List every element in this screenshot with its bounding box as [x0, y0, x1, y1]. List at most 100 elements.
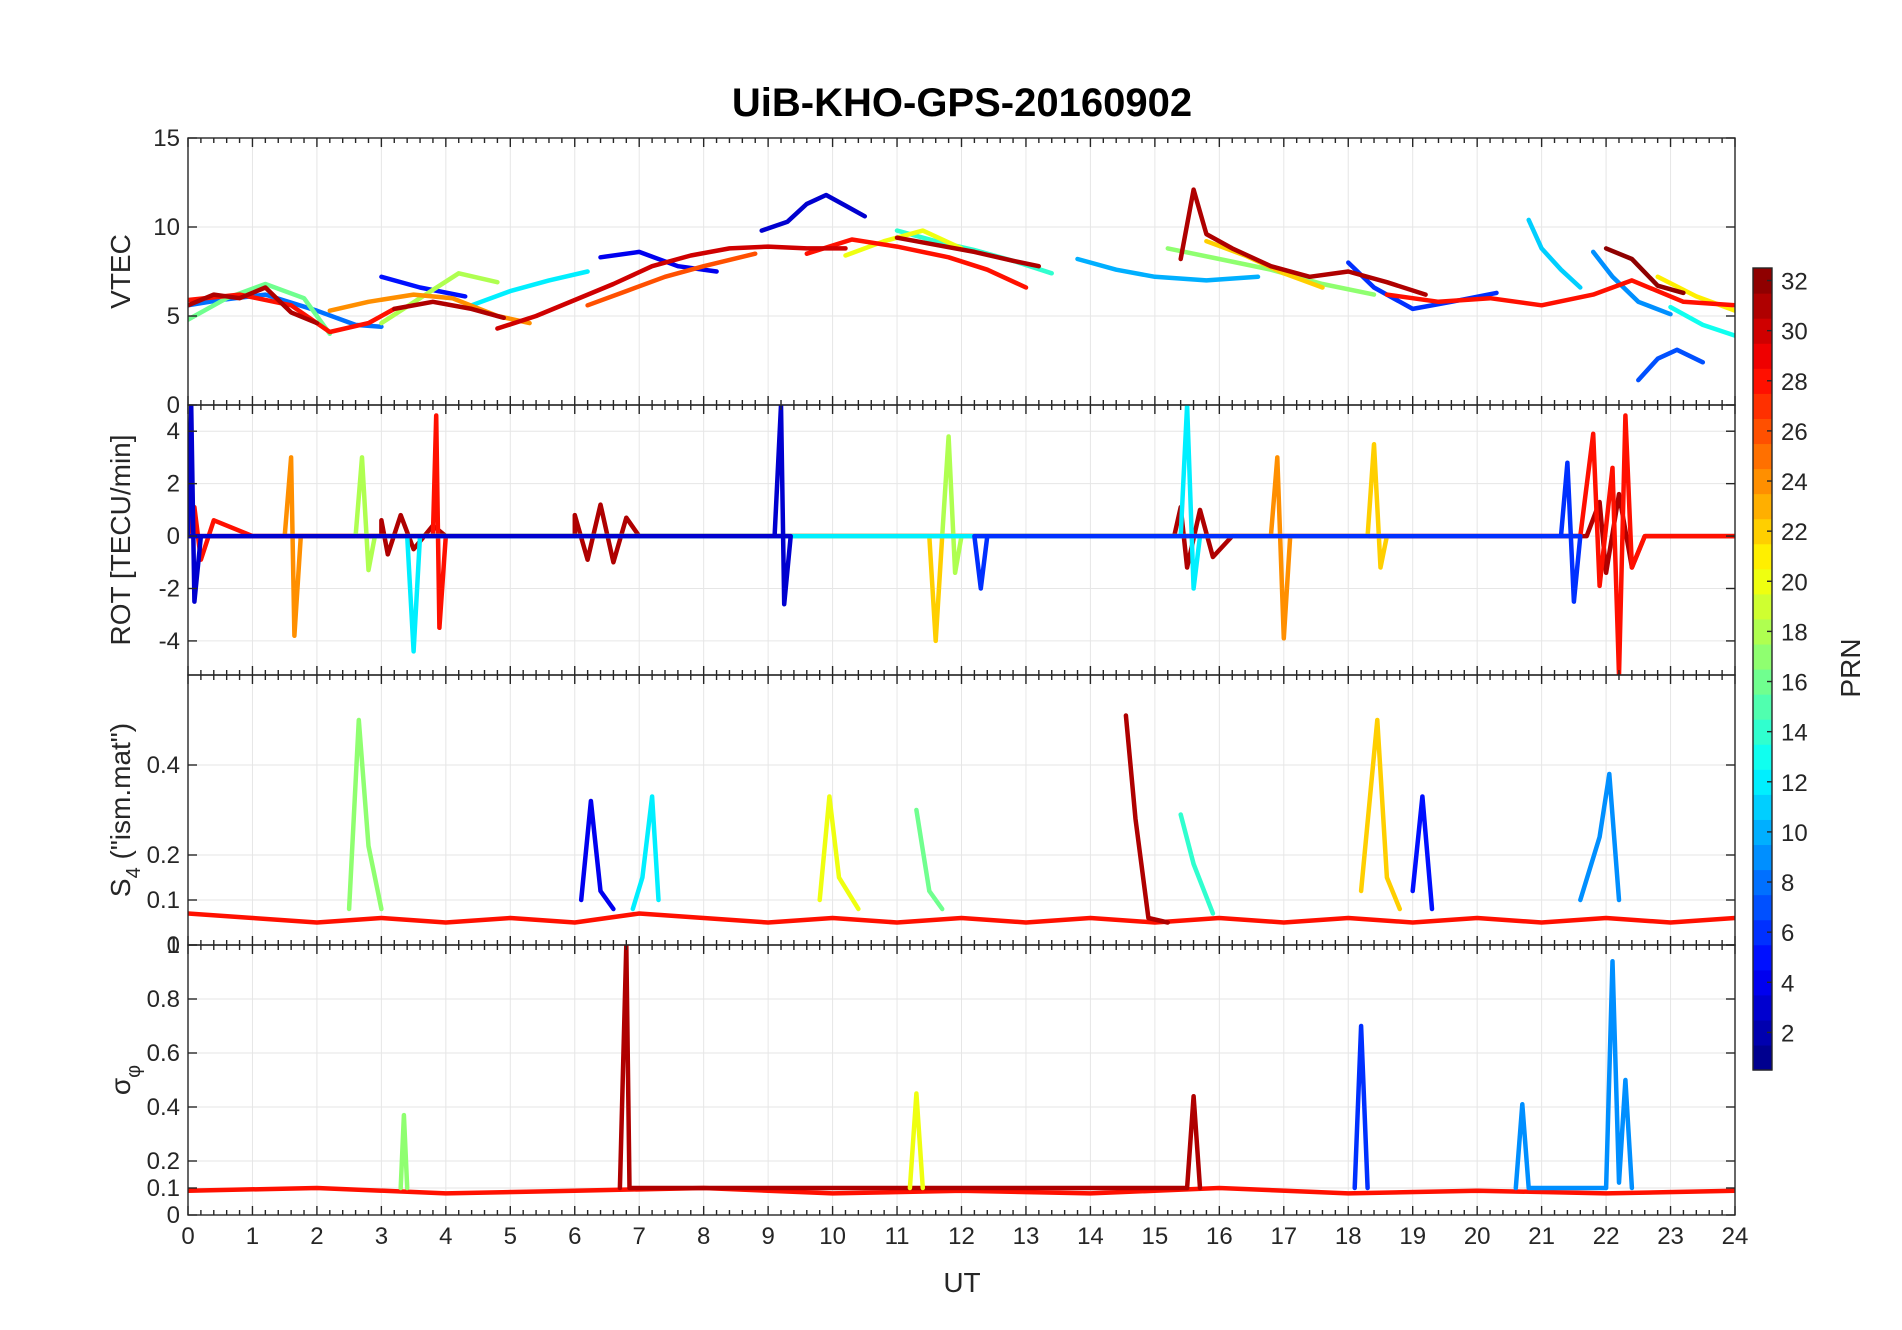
colorbar-segment-5 — [1753, 944, 1772, 971]
colorbar-tick-30: 30 — [1781, 319, 1808, 346]
panel-rot-series — [188, 405, 1735, 675]
colorbar-segment-20 — [1753, 568, 1772, 595]
series-s4-prn4-2 — [578, 798, 616, 912]
series-vtec-prn28-21 — [804, 237, 1029, 290]
colorbar-segment-28 — [1753, 368, 1772, 394]
colorbar-segment-7 — [1753, 894, 1772, 921]
series-s4-prn31-6 — [1123, 713, 1171, 925]
panel-s4: 0.1 0.2 0.4 0 S4 ("ism.mat") — [105, 674, 1736, 959]
series-sigma-prn20-2 — [907, 1091, 926, 1191]
ytick-rot-0: -4 — [159, 628, 180, 655]
xtick-14: 14 — [1077, 1223, 1104, 1250]
ytick-s4-1: 0.2 — [147, 842, 180, 869]
colorbar-tick-2: 2 — [1781, 1020, 1794, 1047]
colorbar-tick-4: 4 — [1781, 970, 1794, 997]
colorbar-tick-20: 20 — [1781, 569, 1808, 596]
colorbar-segment-1 — [1753, 1044, 1772, 1071]
colorbar-tick-28: 28 — [1781, 369, 1808, 396]
ytick-sigma-6: 1 — [167, 932, 180, 959]
series-vtec-prn30-23 — [495, 244, 848, 331]
series-vtec-prn28-22 — [1384, 278, 1735, 308]
colorbar-segment-4 — [1753, 969, 1772, 996]
colorbar-tick-8: 8 — [1781, 870, 1794, 897]
ylabel-sigma: σφ — [105, 1065, 145, 1095]
ylabel-s4: S4 ("ism.mat") — [105, 723, 145, 897]
ytick-s4-3: 0 — [167, 932, 180, 959]
series-vtec-prn12-9 — [469, 269, 590, 308]
panel-vtec: 5 10 15 VTEC — [105, 125, 1736, 406]
xtick-24: 24 — [1722, 1223, 1749, 1250]
colorbar-tick-10: 10 — [1781, 820, 1808, 847]
colorbar-tick-22: 22 — [1781, 519, 1808, 546]
x-axis: 0 1 2 3 4 5 6 7 8 9 10 11 12 13 14 15 16 17 18 19 20 21 22 23 24 — [181, 1223, 1748, 1250]
ytick-vtec-2: 15 — [153, 125, 180, 152]
colorbar-segment-27 — [1753, 393, 1772, 419]
xtick-15: 15 — [1142, 1223, 1169, 1250]
series-s4-prn12-3 — [630, 794, 661, 912]
series-vtec-prn31-25 — [392, 299, 507, 321]
ytick-s4-2: 0.4 — [147, 752, 180, 779]
xtick-7: 7 — [633, 1223, 646, 1250]
series-vtec-prn13-10 — [1668, 304, 1735, 338]
series-vtec-prn7-4 — [1636, 347, 1706, 383]
series-vtec-prn10-7 — [1075, 256, 1261, 283]
colorbar-tick-16: 16 — [1781, 670, 1808, 697]
series-sigma-prn6-4 — [1352, 1023, 1370, 1191]
colorbar-tick-14: 14 — [1781, 720, 1808, 747]
colorbar-segment-9 — [1753, 844, 1772, 871]
xtick-16: 16 — [1206, 1223, 1233, 1250]
ytick-rot-4: 4 — [167, 418, 180, 445]
xtick-0: 0 — [181, 1223, 194, 1250]
colorbar-segment-25 — [1753, 443, 1772, 470]
xtick-2: 2 — [310, 1223, 323, 1250]
colorbar-segment-3 — [1753, 994, 1772, 1021]
colorbar-segment-2 — [1753, 1019, 1772, 1046]
colorbar-segment-30 — [1753, 318, 1772, 344]
xtick-5: 5 — [504, 1223, 517, 1250]
colorbar-segment-16 — [1753, 669, 1772, 695]
ytick-sigma-1: 0.1 — [147, 1175, 180, 1202]
colorbar-segment-17 — [1753, 643, 1772, 670]
panel-vtec-series — [188, 187, 1735, 383]
colorbar-segment-13 — [1753, 744, 1772, 770]
ylabel-rot: ROT [TECU/min] — [105, 434, 136, 645]
series-s4-prn17-1 — [346, 717, 384, 912]
series-vtec-prn11-8 — [1526, 217, 1583, 290]
colorbar-segment-22 — [1753, 518, 1772, 545]
ytick-sigma-0: 0 — [167, 1202, 180, 1229]
panel-s4-series — [188, 713, 1735, 925]
xtick-13: 13 — [1013, 1223, 1040, 1250]
colorbar-segment-11 — [1753, 794, 1772, 820]
colorbar-segment-32 — [1753, 268, 1772, 294]
colorbar-segment-21 — [1753, 543, 1772, 570]
series-s4-prn22-8 — [1358, 717, 1403, 912]
xtick-12: 12 — [948, 1223, 975, 1250]
xtick-9: 9 — [761, 1223, 774, 1250]
series-vtec-prn31-24 — [188, 285, 320, 326]
series-vtec-prn3-0 — [759, 192, 868, 233]
series-s4-prn16-5 — [914, 807, 945, 912]
series-vtec-prn5-2 — [379, 274, 468, 299]
xtick-6: 6 — [568, 1223, 581, 1250]
ytick-rot-1: -2 — [159, 575, 180, 602]
xtick-8: 8 — [697, 1223, 710, 1250]
xtick-10: 10 — [819, 1223, 846, 1250]
colorbar-segment-6 — [1753, 919, 1772, 946]
colorbar-frame — [1752, 267, 1773, 1071]
ytick-sigma-5: 0.8 — [147, 986, 180, 1013]
series-sigma-prn9-5 — [1513, 958, 1635, 1191]
series-vtec-prn9-6 — [1590, 249, 1673, 317]
series-rot-prn6-7 — [972, 460, 1583, 604]
colorbar-tick-26: 26 — [1781, 419, 1808, 446]
ylabel-vtec: VTEC — [105, 234, 136, 309]
series-vtec-prn16-12 — [188, 281, 333, 337]
xtick-4: 4 — [439, 1223, 452, 1250]
colorbar-tick-18: 18 — [1781, 619, 1808, 646]
xtick-19: 19 — [1399, 1223, 1426, 1250]
colorbar-segment-19 — [1753, 593, 1772, 620]
colorbar-segment-12 — [1753, 769, 1772, 795]
xtick-23: 23 — [1657, 1223, 1684, 1250]
colorbar-segment-24 — [1753, 468, 1772, 495]
